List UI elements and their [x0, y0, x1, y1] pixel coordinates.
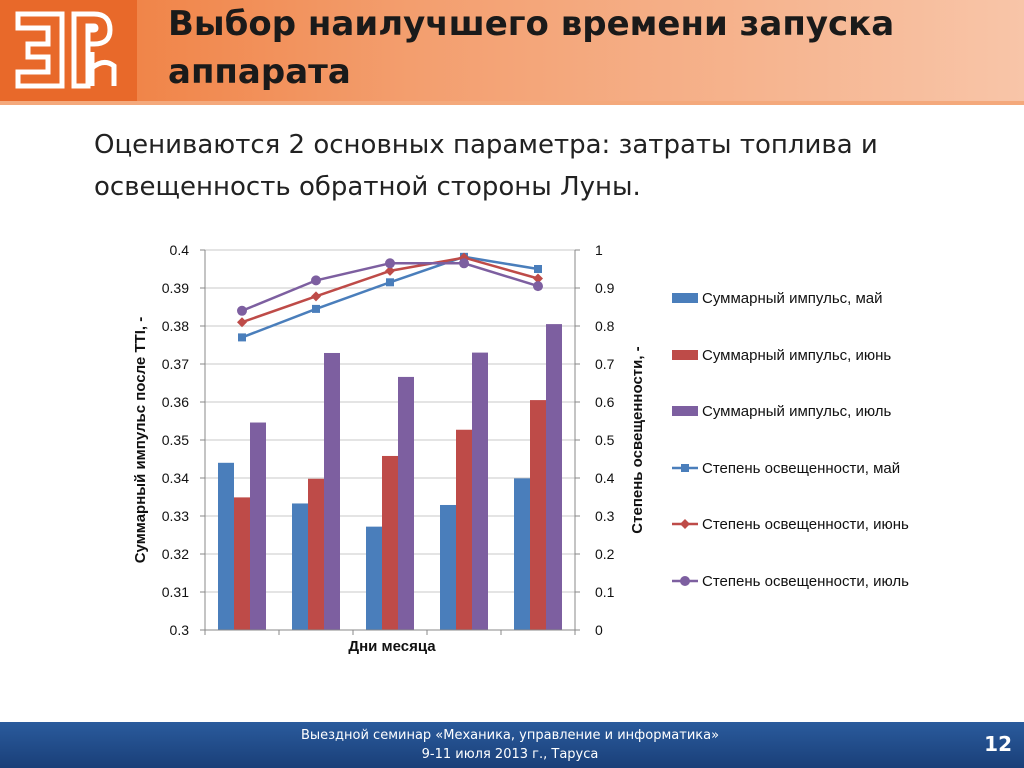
y-right-tick-label: 0.9	[595, 280, 615, 296]
bar	[546, 324, 562, 630]
point-marker	[237, 317, 247, 328]
y-axis-left-label: Суммарный импульс после TTI, -	[132, 317, 149, 564]
legend-label: Суммарный импульс, июнь	[702, 347, 891, 364]
point-marker	[533, 273, 543, 284]
y-left-tick-label: 0.34	[162, 470, 189, 486]
point-marker	[459, 258, 469, 269]
y-left-tick-label: 0.38	[162, 318, 189, 334]
header-divider	[0, 101, 1024, 105]
legend-label: Степень освещенности, июнь	[702, 516, 909, 533]
footer-text: Выездной семинар «Механика, управление и…	[230, 726, 790, 764]
legend-label: Степень освещенности, май	[702, 460, 900, 477]
point-marker	[385, 258, 395, 269]
bar	[292, 503, 308, 630]
legend-swatch	[672, 406, 698, 416]
bar	[398, 376, 414, 630]
y-right-tick-label: 0.5	[595, 432, 615, 448]
point-marker	[311, 275, 321, 286]
point-marker	[534, 265, 542, 273]
point-marker	[680, 576, 690, 586]
y-right-tick-label: 0	[595, 622, 603, 638]
y-right-tick-label: 0.2	[595, 546, 615, 562]
point-marker	[386, 278, 394, 287]
y-right-tick-label: 0.1	[595, 584, 615, 600]
point-marker	[312, 304, 320, 313]
y-right-tick-label: 1	[595, 242, 603, 258]
bar	[324, 352, 340, 630]
y-left-tick-label: 0.3	[170, 622, 190, 638]
bar	[218, 462, 234, 630]
page-number: 12	[984, 732, 1012, 756]
bar	[308, 478, 324, 630]
legend-swatch	[672, 293, 698, 303]
legend-label: Суммарный импульс, июль	[702, 403, 892, 420]
legend-label: Суммарный импульс, май	[702, 290, 883, 307]
logo	[0, 0, 137, 101]
legend-label: Степень освещенности, июль	[702, 573, 909, 590]
y-axis-right-label: Степень освещенности, -	[629, 346, 646, 533]
y-left-tick-label: 0.39	[162, 280, 189, 296]
slide-subtitle: Оцениваются 2 основных параметра: затрат…	[94, 130, 878, 202]
y-left-tick-label: 0.35	[162, 432, 189, 448]
bar	[250, 422, 266, 630]
bar	[456, 429, 472, 630]
bar	[472, 352, 488, 630]
point-marker	[311, 291, 321, 302]
bar	[440, 504, 456, 630]
slide-title: Выбор наилучшего времени запуска аппарат…	[168, 4, 895, 92]
y-left-tick-label: 0.33	[162, 508, 189, 524]
footer-event-line: Выездной семинар «Механика, управление и…	[300, 728, 720, 743]
point-marker	[238, 333, 246, 342]
y-left-tick-label: 0.4	[170, 242, 190, 258]
y-left-tick-label: 0.37	[162, 356, 189, 372]
footer-bar: Выездной семинар «Механика, управление и…	[0, 722, 1024, 768]
point-marker	[681, 464, 689, 472]
bar	[366, 526, 382, 630]
y-right-tick-label: 0.3	[595, 508, 615, 524]
footer-date-line: 9-11 июля 2013 г., Таруса	[421, 747, 599, 762]
y-right-tick-label: 0.7	[595, 356, 615, 372]
logo-mark-icon	[15, 11, 117, 89]
bar	[514, 478, 530, 630]
point-marker	[680, 519, 690, 529]
y-right-tick-label: 0.4	[595, 470, 615, 486]
bar	[234, 497, 250, 630]
y-right-tick-label: 0.6	[595, 394, 615, 410]
combo-chart: 0.30.310.320.330.340.350.360.370.380.390…	[132, 242, 909, 655]
header-bar	[0, 0, 1024, 101]
y-left-tick-label: 0.36	[162, 394, 189, 410]
point-marker	[533, 281, 543, 292]
y-right-tick-label: 0.8	[595, 318, 615, 334]
point-marker	[385, 265, 395, 276]
bar	[530, 400, 546, 630]
bar	[382, 455, 398, 630]
y-left-tick-label: 0.31	[162, 584, 189, 600]
legend-swatch	[672, 350, 698, 360]
point-marker	[237, 305, 247, 316]
y-left-tick-label: 0.32	[162, 546, 189, 562]
x-axis-label: Дни месяца	[348, 638, 436, 655]
